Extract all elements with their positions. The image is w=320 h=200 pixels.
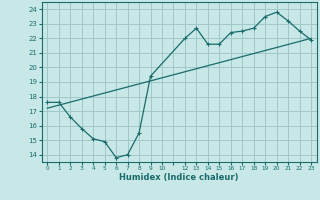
X-axis label: Humidex (Indice chaleur): Humidex (Indice chaleur) [119, 173, 239, 182]
